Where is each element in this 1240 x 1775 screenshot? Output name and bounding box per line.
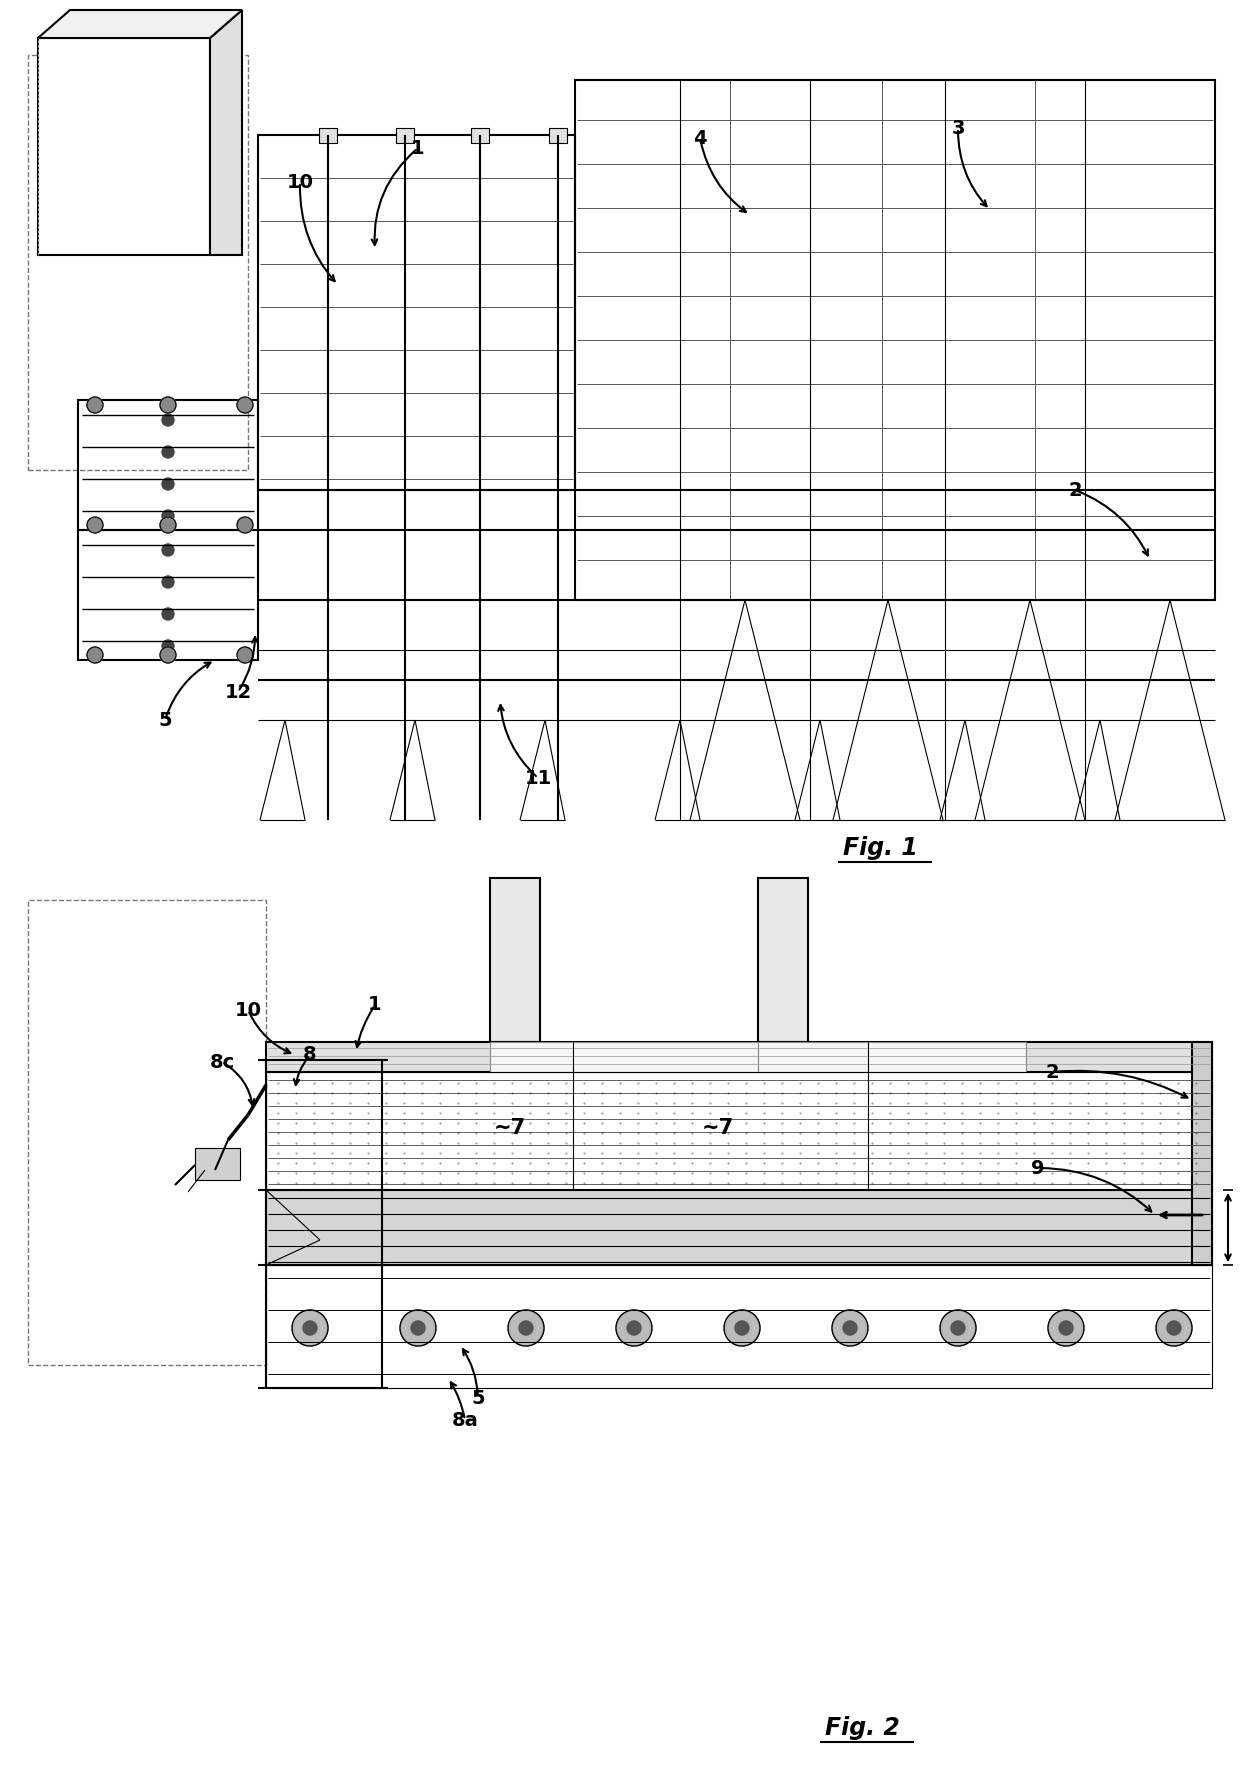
Circle shape	[162, 641, 174, 651]
Text: 5: 5	[159, 710, 172, 730]
Text: Fig. 2: Fig. 2	[825, 1716, 899, 1740]
Circle shape	[520, 1321, 533, 1335]
Circle shape	[1059, 1321, 1073, 1335]
Bar	[575, 80, 1215, 600]
Circle shape	[627, 1321, 641, 1335]
Text: 1: 1	[368, 996, 382, 1015]
Circle shape	[410, 1321, 425, 1335]
Circle shape	[951, 1321, 965, 1335]
Bar	[195, 1148, 241, 1180]
Circle shape	[940, 1310, 976, 1345]
Circle shape	[237, 648, 253, 664]
Circle shape	[162, 609, 174, 619]
Text: 10: 10	[286, 172, 314, 192]
Circle shape	[162, 577, 174, 588]
Text: 4: 4	[693, 128, 707, 147]
Circle shape	[616, 1310, 652, 1345]
Circle shape	[87, 648, 103, 664]
Circle shape	[87, 517, 103, 532]
Bar	[78, 399, 258, 531]
Text: 3: 3	[951, 119, 965, 137]
Polygon shape	[38, 37, 210, 256]
Circle shape	[87, 398, 103, 414]
Bar	[758, 1042, 1025, 1072]
Text: 8a: 8a	[451, 1411, 479, 1429]
Polygon shape	[38, 11, 242, 37]
Circle shape	[162, 477, 174, 490]
Circle shape	[735, 1321, 749, 1335]
Circle shape	[162, 543, 174, 556]
Text: 9: 9	[1032, 1159, 1045, 1177]
Circle shape	[160, 398, 176, 414]
Bar	[1192, 1042, 1211, 1266]
Circle shape	[508, 1310, 544, 1345]
Text: 8: 8	[304, 1045, 316, 1065]
Text: 10: 10	[234, 1001, 262, 1019]
Bar	[471, 128, 489, 144]
Bar	[267, 1072, 1211, 1189]
Circle shape	[237, 517, 253, 532]
Circle shape	[401, 1310, 436, 1345]
Bar	[319, 128, 337, 144]
Circle shape	[291, 1310, 329, 1345]
Bar	[78, 531, 258, 660]
Text: 5: 5	[471, 1388, 485, 1408]
Text: Fig. 1: Fig. 1	[842, 836, 918, 861]
Circle shape	[162, 509, 174, 522]
Text: 1: 1	[412, 138, 425, 158]
Bar	[258, 135, 575, 490]
Bar	[396, 128, 414, 144]
Bar	[29, 900, 267, 1365]
Text: 11: 11	[525, 769, 552, 788]
Bar	[490, 879, 539, 1042]
Bar	[758, 879, 808, 1042]
Bar	[267, 1042, 1211, 1072]
Circle shape	[832, 1310, 868, 1345]
Circle shape	[303, 1321, 317, 1335]
Text: 2: 2	[1045, 1063, 1059, 1081]
Text: ~7: ~7	[494, 1118, 526, 1138]
Circle shape	[724, 1310, 760, 1345]
Bar	[549, 128, 567, 144]
Circle shape	[1156, 1310, 1192, 1345]
Circle shape	[237, 398, 253, 414]
Circle shape	[160, 517, 176, 532]
Circle shape	[160, 648, 176, 664]
Bar	[490, 1042, 758, 1072]
Polygon shape	[210, 11, 242, 256]
Text: 8c: 8c	[210, 1053, 234, 1072]
Bar	[267, 1266, 1211, 1388]
Circle shape	[162, 446, 174, 458]
Circle shape	[162, 414, 174, 426]
Circle shape	[843, 1321, 857, 1335]
Text: 2: 2	[1068, 481, 1081, 499]
Bar	[267, 1189, 1211, 1266]
Bar	[29, 55, 248, 470]
Text: 12: 12	[224, 683, 252, 701]
Text: ~7: ~7	[702, 1118, 734, 1138]
Circle shape	[1167, 1321, 1180, 1335]
Circle shape	[1048, 1310, 1084, 1345]
